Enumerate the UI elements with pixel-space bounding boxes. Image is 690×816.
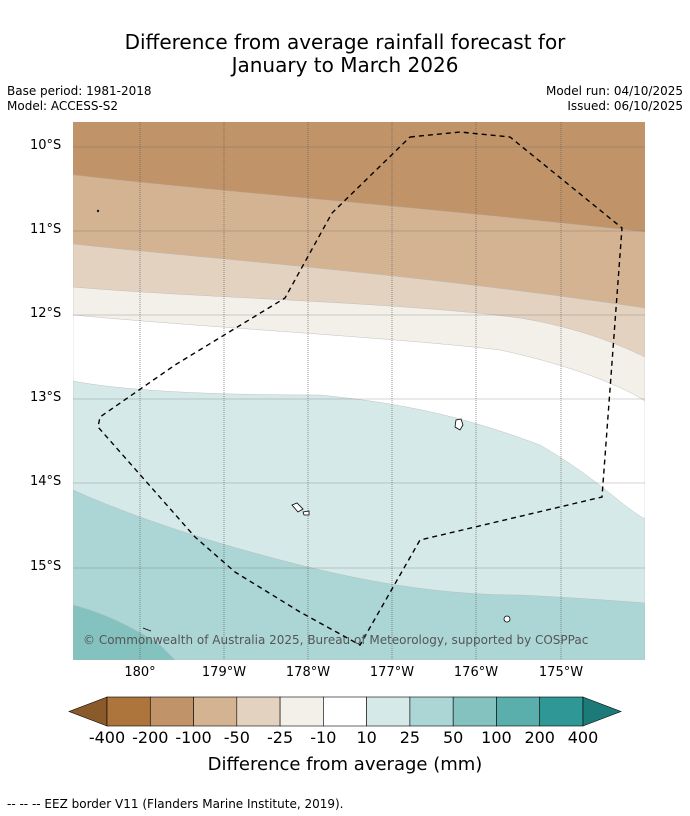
chart-title: Difference from average rainfall forecas… bbox=[0, 31, 690, 77]
eez-footnote: -- -- -- EEZ border V11 (Flanders Marine… bbox=[7, 797, 344, 811]
rainfall-map bbox=[0, 110, 690, 670]
colorbar-segment bbox=[323, 697, 366, 726]
lon-label-179w: 179°W bbox=[184, 665, 264, 680]
colorbar bbox=[0, 690, 690, 730]
lat-label-13s: 13°S bbox=[30, 390, 61, 405]
colorbar-tick-label: 400 bbox=[553, 728, 613, 747]
lon-label-178w: 178°W bbox=[268, 665, 348, 680]
colorbar-segment bbox=[540, 697, 583, 726]
colorbar-segment bbox=[496, 697, 539, 726]
lon-label-176w: 176°W bbox=[436, 665, 516, 680]
colorbar-segment bbox=[107, 697, 150, 726]
colorbar-segments bbox=[107, 697, 583, 726]
base-period: Base period: 1981-2018 bbox=[7, 84, 152, 99]
model-run: Model run: 04/10/2025 bbox=[546, 84, 683, 99]
colorbar-segment bbox=[237, 697, 280, 726]
lat-label-15s: 15°S bbox=[30, 559, 61, 574]
lat-label-10s: 10°S bbox=[30, 138, 61, 153]
colorbar-segment bbox=[150, 697, 193, 726]
colorbar-segment bbox=[410, 697, 453, 726]
lat-label-11s: 11°S bbox=[30, 222, 61, 237]
lon-label-180: 180° bbox=[100, 665, 180, 680]
title-line-1: Difference from average rainfall forecas… bbox=[0, 31, 690, 54]
colorbar-extend-high bbox=[583, 697, 621, 726]
island-5 bbox=[97, 210, 99, 212]
lat-label-12s: 12°S bbox=[30, 306, 61, 321]
lon-label-175w: 175°W bbox=[521, 665, 601, 680]
title-line-2: January to March 2026 bbox=[0, 54, 690, 77]
colorbar-segment bbox=[194, 697, 237, 726]
colorbar-extend-low bbox=[69, 697, 107, 726]
colorbar-segment bbox=[280, 697, 323, 726]
colorbar-segment bbox=[367, 697, 410, 726]
contour-zones bbox=[73, 122, 645, 660]
island-3 bbox=[303, 511, 309, 515]
colorbar-label: Difference from average (mm) bbox=[0, 754, 690, 775]
lon-label-177w: 177°W bbox=[352, 665, 432, 680]
lat-label-14s: 14°S bbox=[30, 474, 61, 489]
island-4 bbox=[504, 616, 510, 622]
colorbar-segment bbox=[453, 697, 496, 726]
map-credit: © Commonwealth of Australia 2025, Bureau… bbox=[83, 633, 588, 647]
